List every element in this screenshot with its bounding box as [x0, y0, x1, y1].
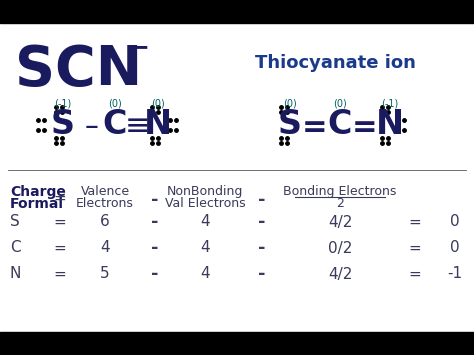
Text: C: C: [328, 109, 352, 142]
Text: 4: 4: [200, 267, 210, 282]
Text: =: =: [409, 214, 421, 229]
Text: Valence: Valence: [81, 185, 129, 198]
Text: -: -: [258, 191, 266, 209]
Text: -: -: [258, 213, 266, 231]
Text: =: =: [352, 113, 378, 142]
Text: -1: -1: [447, 267, 463, 282]
Text: Bonding Electrons: Bonding Electrons: [283, 185, 397, 198]
Text: =: =: [54, 267, 66, 282]
Text: 0: 0: [450, 240, 460, 256]
Text: Formal: Formal: [10, 197, 64, 211]
Text: =: =: [302, 113, 328, 142]
Text: SCN: SCN: [15, 43, 142, 97]
Text: -: -: [151, 213, 159, 231]
Text: =: =: [54, 214, 66, 229]
Text: Charge: Charge: [10, 185, 66, 199]
Text: 0: 0: [450, 214, 460, 229]
Text: (0): (0): [283, 98, 297, 108]
Text: NonBonding: NonBonding: [167, 185, 243, 198]
Text: -: -: [151, 191, 159, 209]
Text: =: =: [409, 240, 421, 256]
Text: N: N: [9, 267, 21, 282]
Text: N: N: [144, 109, 172, 142]
Text: (-1): (-1): [55, 98, 72, 108]
Text: -: -: [258, 265, 266, 283]
Text: 4: 4: [200, 240, 210, 256]
Text: (0): (0): [151, 98, 165, 108]
Text: (0): (0): [333, 98, 347, 108]
Text: N: N: [376, 109, 404, 142]
Text: ≡: ≡: [125, 111, 151, 141]
Text: 5: 5: [100, 267, 110, 282]
Text: Thiocyanate ion: Thiocyanate ion: [255, 54, 416, 72]
Text: Electrons: Electrons: [76, 197, 134, 210]
Text: 6: 6: [100, 214, 110, 229]
Text: −: −: [128, 35, 149, 59]
Text: S: S: [278, 109, 302, 142]
Text: 4/2: 4/2: [328, 214, 352, 229]
Text: 2: 2: [336, 197, 344, 210]
Text: =: =: [54, 240, 66, 256]
Text: C: C: [9, 240, 20, 256]
Text: –: –: [85, 113, 99, 141]
Text: (-1): (-1): [382, 98, 399, 108]
Text: C: C: [103, 109, 127, 142]
Text: 0/2: 0/2: [328, 240, 352, 256]
Text: 4: 4: [100, 240, 110, 256]
Text: Val Electrons: Val Electrons: [164, 197, 246, 210]
Text: 4: 4: [200, 214, 210, 229]
Text: S: S: [10, 214, 20, 229]
Text: 4/2: 4/2: [328, 267, 352, 282]
Text: -: -: [151, 239, 159, 257]
Text: =: =: [54, 191, 66, 206]
Text: S: S: [51, 109, 75, 142]
Text: (0): (0): [108, 98, 122, 108]
Text: -: -: [258, 239, 266, 257]
Text: =: =: [409, 267, 421, 282]
Text: -: -: [151, 265, 159, 283]
